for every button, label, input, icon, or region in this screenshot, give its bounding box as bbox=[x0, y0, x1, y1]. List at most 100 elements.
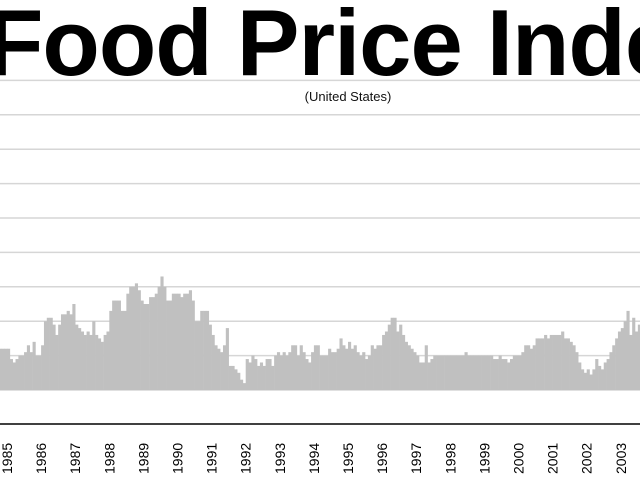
bar bbox=[433, 355, 437, 390]
bar bbox=[555, 334, 559, 390]
bar bbox=[595, 359, 599, 390]
bar bbox=[541, 338, 545, 390]
bar bbox=[342, 345, 346, 390]
bar bbox=[262, 365, 266, 390]
bar bbox=[617, 331, 622, 390]
bar bbox=[620, 328, 624, 390]
bar bbox=[458, 355, 462, 390]
x-tick-label: 1994 bbox=[306, 443, 322, 474]
bar bbox=[177, 293, 181, 390]
x-tick-label: 1997 bbox=[408, 443, 424, 474]
bar bbox=[83, 334, 87, 390]
bar bbox=[345, 348, 349, 390]
bar bbox=[606, 359, 610, 390]
bar bbox=[495, 359, 499, 390]
bar bbox=[143, 304, 147, 390]
bar bbox=[563, 338, 568, 390]
bar bbox=[353, 345, 357, 390]
bar bbox=[251, 355, 255, 390]
bar bbox=[447, 355, 451, 390]
bar bbox=[285, 355, 289, 390]
bar bbox=[592, 369, 596, 390]
bar bbox=[370, 345, 374, 390]
bar bbox=[222, 345, 227, 390]
bar bbox=[200, 310, 204, 390]
bar bbox=[12, 362, 16, 390]
bar bbox=[598, 365, 602, 390]
bar bbox=[421, 362, 426, 390]
bar bbox=[600, 369, 605, 390]
bar bbox=[257, 365, 261, 390]
bar bbox=[473, 355, 477, 390]
bar bbox=[498, 355, 502, 390]
bar bbox=[635, 331, 639, 390]
bar bbox=[339, 338, 343, 390]
bar bbox=[478, 355, 482, 390]
bar bbox=[481, 355, 485, 390]
bar bbox=[41, 345, 45, 390]
bar bbox=[487, 355, 491, 390]
x-tick-label: 1992 bbox=[238, 443, 254, 474]
bar bbox=[416, 355, 420, 390]
bar bbox=[436, 355, 440, 390]
bar bbox=[407, 345, 411, 390]
bar bbox=[225, 328, 229, 390]
bar bbox=[203, 310, 207, 390]
bar bbox=[100, 341, 104, 390]
bar bbox=[86, 331, 90, 390]
bar bbox=[80, 331, 85, 390]
bar bbox=[106, 331, 110, 390]
bar bbox=[450, 355, 454, 390]
x-tick-label: 1999 bbox=[476, 443, 492, 474]
bar bbox=[38, 355, 42, 390]
x-tick-label: 2000 bbox=[511, 443, 527, 474]
bar bbox=[413, 352, 417, 390]
bar bbox=[396, 331, 400, 390]
bar bbox=[228, 365, 232, 390]
bar bbox=[248, 362, 252, 390]
bar bbox=[69, 314, 73, 390]
bar bbox=[311, 352, 315, 390]
bar bbox=[171, 293, 175, 390]
bar bbox=[535, 338, 539, 390]
bar bbox=[362, 352, 366, 390]
bar bbox=[538, 338, 542, 390]
x-tick-label: 1998 bbox=[442, 443, 458, 474]
bar bbox=[586, 369, 590, 390]
bar bbox=[399, 324, 403, 390]
bar bbox=[276, 352, 281, 390]
bar bbox=[322, 355, 326, 390]
bar bbox=[419, 362, 423, 390]
bar bbox=[279, 355, 283, 390]
bar bbox=[97, 338, 102, 390]
bar bbox=[186, 293, 190, 390]
bar bbox=[544, 334, 548, 390]
bar bbox=[112, 300, 116, 390]
bar bbox=[26, 345, 31, 390]
bar bbox=[174, 293, 178, 390]
bar bbox=[109, 310, 113, 390]
bar bbox=[123, 310, 127, 390]
bar bbox=[7, 348, 11, 390]
bar bbox=[296, 355, 300, 390]
bar bbox=[632, 317, 636, 390]
bar bbox=[401, 334, 406, 390]
bar bbox=[188, 290, 193, 390]
bar bbox=[242, 383, 246, 390]
bar bbox=[467, 355, 471, 390]
bar bbox=[231, 365, 235, 390]
bar bbox=[558, 334, 562, 390]
bar bbox=[382, 334, 386, 390]
bar bbox=[376, 345, 380, 390]
bar bbox=[393, 317, 397, 390]
bar bbox=[95, 334, 99, 390]
bar bbox=[134, 283, 139, 390]
bar bbox=[552, 334, 556, 390]
bar bbox=[509, 359, 514, 390]
bar bbox=[234, 369, 238, 390]
bar bbox=[336, 348, 340, 390]
bar bbox=[92, 321, 96, 390]
bar bbox=[475, 355, 480, 390]
bar bbox=[197, 321, 201, 390]
x-tick-label: 1988 bbox=[101, 443, 117, 474]
